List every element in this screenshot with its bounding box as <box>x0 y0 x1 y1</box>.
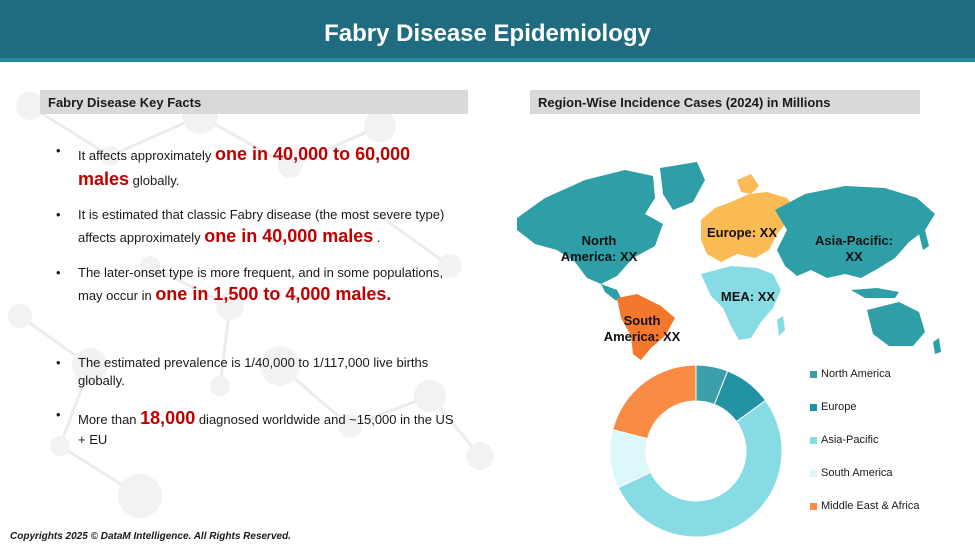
australia-shape <box>867 302 925 346</box>
scandinavia-shape <box>737 174 759 194</box>
map-label-mea: MEA: XX <box>720 289 776 304</box>
fact-item: • More than 18,000 diagnosed worldwide a… <box>52 406 457 449</box>
key-facts-header: Fabry Disease Key Facts <box>40 90 468 114</box>
legend-label: Asia-Pacific <box>821 434 879 446</box>
fact-text: globally. <box>129 172 180 188</box>
fact-item: • It affects approximately one in 40,000… <box>52 142 457 192</box>
fact-text: More than <box>78 412 141 427</box>
fact-highlight: one in 40,000 males <box>204 225 374 246</box>
copyright-footer: Copyrights 2025 © DataM Intelligence. Al… <box>10 531 291 542</box>
japan-shape <box>919 230 929 250</box>
legend-swatch <box>810 437 817 444</box>
fact-text: It affects approximately <box>78 148 216 163</box>
fact-highlight: one in 40,000 to 60,000 males <box>78 144 411 189</box>
page-title: Fabry Disease Epidemiology <box>324 20 651 47</box>
fact-item: • The estimated prevalence is 1/40,000 t… <box>52 354 457 390</box>
donut-slice-middle-east-africa <box>612 364 697 440</box>
region-chart-header: Region-Wise Incidence Cases (2024) in Mi… <box>530 90 920 114</box>
fact-text: diagnosed worldwide and ~15,000 in the U… <box>78 412 454 447</box>
legend-label: North America <box>821 368 891 380</box>
legend-label: Europe <box>821 401 857 413</box>
region-donut-chart <box>609 364 783 538</box>
legend-swatch <box>810 404 817 411</box>
central-america-shape <box>601 284 623 302</box>
legend-swatch <box>810 503 817 510</box>
new-zealand-shape <box>933 338 941 354</box>
bullet-glyph: • <box>56 143 61 158</box>
fact-text: The later-onset type is more frequent, a… <box>78 265 443 303</box>
legend-item-europe: Europe <box>810 401 950 415</box>
legend-item-south-america: South America <box>810 467 950 481</box>
legend-label: Middle East & Africa <box>821 500 920 512</box>
fact-highlight: one in 1,500 to 4,000 males. <box>155 283 392 304</box>
fact-text: . <box>373 229 381 245</box>
fact-item: • It is estimated that classic Fabry dis… <box>52 206 457 249</box>
fact-text: It is estimated that classic Fabry disea… <box>78 207 445 245</box>
greenland-shape <box>660 162 705 210</box>
bullet-glyph: • <box>56 207 61 222</box>
bullet-glyph: • <box>56 407 61 422</box>
donut-slice-asia-pacific <box>617 399 783 538</box>
legend-swatch <box>810 371 817 378</box>
north-america-shape <box>517 170 663 284</box>
legend-item-middle-east-africa: Middle East & Africa <box>810 500 950 514</box>
legend-item-north-america: North America <box>810 368 950 382</box>
header-bar: Fabry Disease Epidemiology <box>0 0 975 62</box>
legend-item-asia-pacific: Asia-Pacific <box>810 434 950 448</box>
bullet-glyph: • <box>56 265 61 280</box>
legend-swatch <box>810 470 817 477</box>
map-label-asia-pacific: Asia-Pacific: XX <box>814 233 894 264</box>
europe-shape <box>701 192 795 262</box>
indonesia-shape <box>851 288 899 298</box>
legend-label: South America <box>821 467 893 479</box>
map-label-south-america: South America: XX <box>603 313 681 344</box>
fact-highlight: 18,000 <box>140 408 196 428</box>
bullet-glyph: • <box>56 355 61 370</box>
south-america-shape <box>617 294 675 360</box>
fact-item: • The later-onset type is more frequent,… <box>52 264 457 307</box>
africa-shape <box>701 266 781 340</box>
madagascar-shape <box>777 316 785 336</box>
fact-text: The estimated prevalence is 1/40,000 to … <box>78 355 429 388</box>
map-label-europe: Europe: XX <box>706 225 778 240</box>
world-map-illustration <box>517 162 941 360</box>
map-label-north-america: North America: XX <box>560 233 638 264</box>
asia-shape <box>775 186 935 278</box>
molecule-background-decoration <box>8 92 494 518</box>
